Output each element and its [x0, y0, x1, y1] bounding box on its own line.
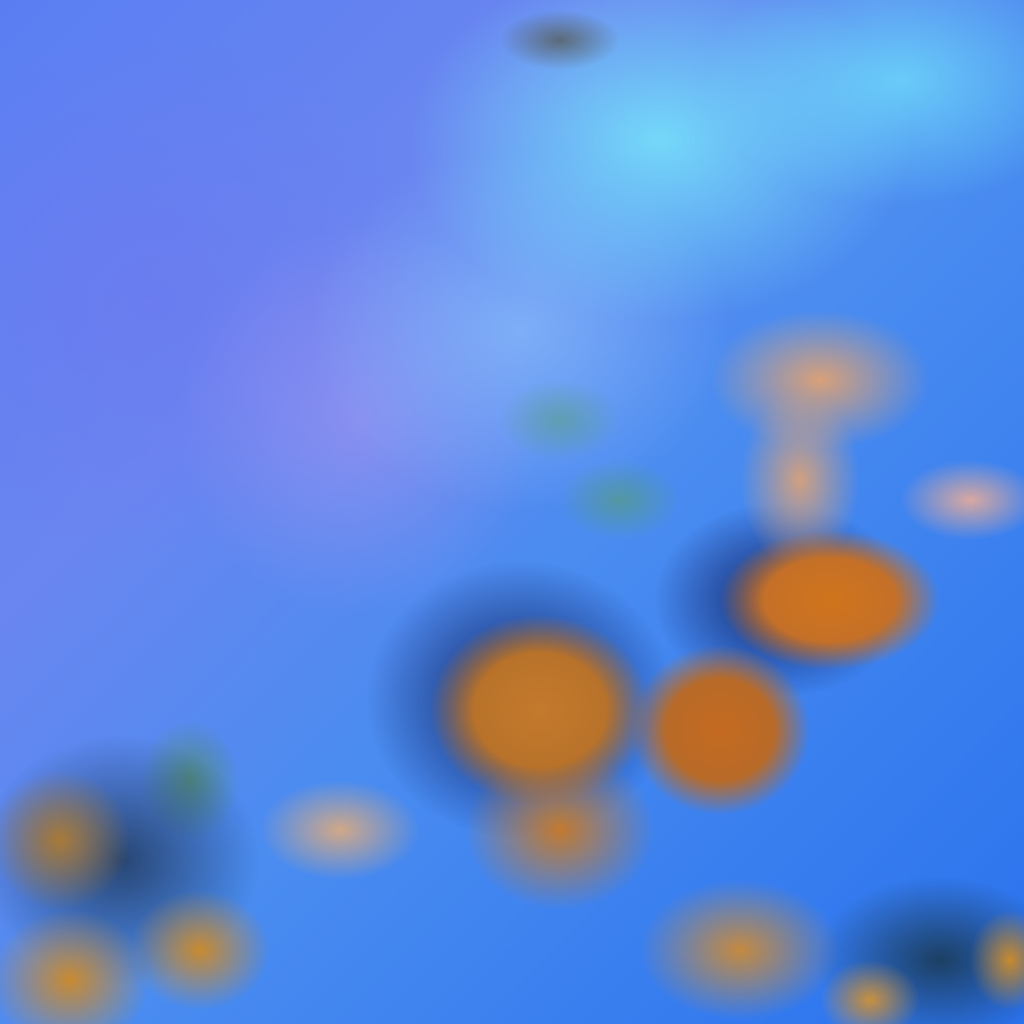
- cloud-cover: [0, 0, 1024, 1024]
- satellite-image: [0, 0, 1024, 1024]
